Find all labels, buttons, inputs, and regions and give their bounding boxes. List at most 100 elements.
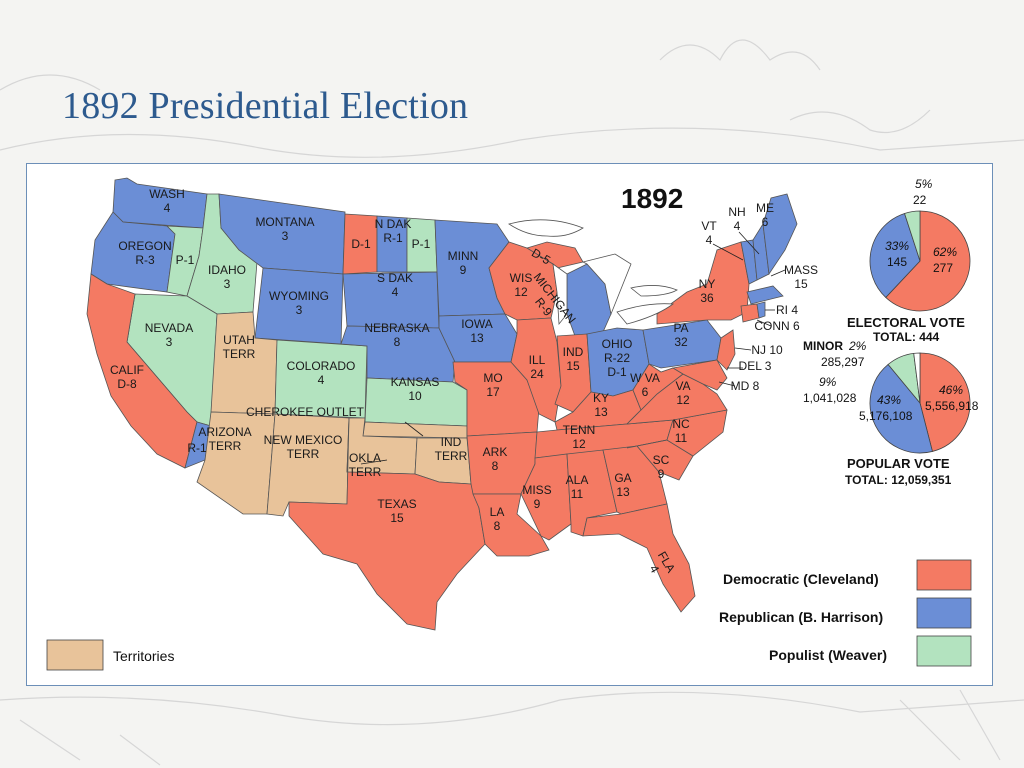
pv-pie-slice-republican xyxy=(869,363,933,454)
state-label-wis: WIS 12 xyxy=(510,271,533,299)
state-label-calif: CALIF D-8 xyxy=(110,363,144,391)
state-label-ky: KY 13 xyxy=(593,391,609,419)
state-newmexico xyxy=(266,413,350,517)
state-label-ga: GA 13 xyxy=(614,471,631,499)
election-map: WASH 4 OREGON R-3 P-1 CALIF D-8 R-1 NEVADA 3 IDAHO… xyxy=(46,177,979,671)
popular-vote-pie xyxy=(869,352,971,454)
state-label-kansas: KANSAS 10 xyxy=(391,375,440,403)
state-label-okla: OKLA TERR xyxy=(349,451,382,479)
state-label-wva: W VA 6 xyxy=(630,371,660,399)
state-la xyxy=(472,493,550,557)
pv-minor-percent: 2% xyxy=(848,339,867,353)
ev-pie-slice-republican xyxy=(869,212,921,299)
state-label-la: LA 8 xyxy=(490,505,505,533)
state-label-ill: ILL 24 xyxy=(529,353,546,381)
legend-democratic-label: Democratic (Cleveland) xyxy=(723,571,879,587)
pv-republican-value: 5,176,108 xyxy=(859,409,913,423)
legend-republican-label: Republican (B. Harrison) xyxy=(719,609,883,625)
ev-republican-percent: 33% xyxy=(885,239,909,253)
slide-title: 1892 Presidential Election xyxy=(62,85,469,127)
pv-pie-slice-minor xyxy=(913,352,921,404)
state-label-idaho: IDAHO 3 xyxy=(208,263,246,291)
state-label-ri: RI 4 xyxy=(776,303,798,317)
legend-republican-swatch xyxy=(916,597,972,629)
state-label-ind: IND 15 xyxy=(563,345,584,373)
legend-territories-label: Territories xyxy=(113,648,174,664)
ev-pie-slice-democratic xyxy=(885,210,971,312)
legend-populist-label: Populist (Weaver) xyxy=(769,647,887,663)
legend-territories-swatch xyxy=(46,639,104,671)
state-texas xyxy=(288,417,486,631)
state-label-nc: NC 11 xyxy=(672,417,690,445)
state-label-minn: MINN 9 xyxy=(448,249,479,277)
state-label-nebraska: NEBRASKA 8 xyxy=(364,321,429,349)
state-label-sdak: S DAK 4 xyxy=(377,271,413,299)
state-label-nj: NJ 10 xyxy=(751,343,783,357)
ev-populist-value: 22 xyxy=(913,193,927,207)
ev-democratic-percent: 62% xyxy=(933,245,957,259)
state-label-miss: MISS 9 xyxy=(522,483,551,511)
state-label-conn: CONN 6 xyxy=(754,319,800,333)
pv-minor-label: MINOR xyxy=(803,339,843,353)
state-fla xyxy=(582,503,696,613)
ev-pie-slice-populist xyxy=(904,210,921,262)
state-label-mass: MASS 15 xyxy=(784,263,818,291)
legend-populist-swatch xyxy=(916,635,972,667)
pv-republican-percent: 43% xyxy=(877,393,901,407)
pv-total: TOTAL: 12,059,351 xyxy=(845,473,952,487)
ev-republican-value: 145 xyxy=(887,255,907,269)
state-label-arizona: ARIZONA TERR xyxy=(198,425,251,453)
state-mass xyxy=(746,285,784,305)
state-label-vt: VT 4 xyxy=(701,219,717,247)
state-wash xyxy=(112,177,208,229)
state-label-ndak-p: P-1 xyxy=(412,237,431,251)
state-label-ala: ALA 11 xyxy=(566,473,589,501)
pv-populist-value: 1,041,028 xyxy=(803,391,857,405)
map-year: 1892 xyxy=(621,183,683,214)
state-label-nh: NH 4 xyxy=(728,205,745,233)
state-ri xyxy=(756,301,766,319)
state-nj xyxy=(716,329,736,371)
state-me xyxy=(762,193,798,276)
state-label-ind-terr: IND TERR xyxy=(435,435,468,463)
pv-minor-value: 285,297 xyxy=(821,355,865,369)
state-label-pa: PA 32 xyxy=(673,321,688,349)
state-label-newmexico: NEW MEXICO TERR xyxy=(264,433,343,461)
state-label-sc: SC 9 xyxy=(653,453,670,481)
ev-caption: ELECTORAL VOTE xyxy=(847,315,965,330)
state-label-wash: WASH 4 xyxy=(149,187,185,215)
state-label-colorado: COLORADO 4 xyxy=(287,359,356,387)
state-label-ny: NY 36 xyxy=(699,277,716,305)
state-label-iowa: IOWA 13 xyxy=(461,317,493,345)
state-nc xyxy=(626,409,728,457)
state-label-nevada: NEVADA 3 xyxy=(145,321,193,349)
state-label-del: DEL 3 xyxy=(739,359,772,373)
state-label-oregon-p: P-1 xyxy=(176,253,195,267)
state-label-me: ME 6 xyxy=(756,201,774,229)
ev-democratic-value: 277 xyxy=(933,261,953,275)
pv-pie-slice-democratic xyxy=(919,352,971,452)
state-label-ndak: N DAK R-1 xyxy=(375,217,412,245)
ev-populist-percent: 5% xyxy=(915,177,933,191)
state-label-md: MD 8 xyxy=(731,379,760,393)
state-label-ndak-d: D-1 xyxy=(351,237,371,251)
state-ill xyxy=(510,317,562,423)
callout-lines xyxy=(360,231,786,465)
state-label-tenn: TENN 12 xyxy=(563,423,596,451)
pv-caption: POPULAR VOTE xyxy=(847,456,950,471)
pv-democratic-value: 5,556,918 xyxy=(925,399,979,413)
ev-total: TOTAL: 444 xyxy=(873,330,940,344)
state-label-calif-r: R-1 xyxy=(187,441,207,455)
electoral-vote-pie xyxy=(869,210,971,312)
pv-democratic-percent: 46% xyxy=(939,383,963,397)
state-label-cherokee: CHEROKEE OUTLET xyxy=(246,405,365,419)
state-label-texas: TEXAS 15 xyxy=(377,497,416,525)
legend-democratic-swatch xyxy=(916,559,972,591)
great-lakes xyxy=(508,219,678,326)
state-label-ohio: OHIO R-22 D-1 xyxy=(602,337,633,379)
state-label-montana: MONTANA 3 xyxy=(255,215,314,243)
state-label-va: VA 12 xyxy=(675,379,690,407)
state-label-mo: MO 17 xyxy=(483,371,502,399)
state-wis xyxy=(488,241,558,321)
